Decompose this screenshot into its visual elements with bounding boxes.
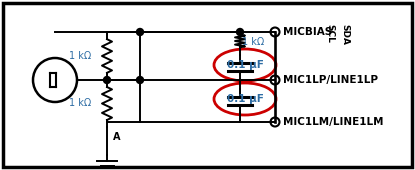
Text: MIC1LM/LINE1LM: MIC1LM/LINE1LM bbox=[283, 117, 383, 127]
Text: MIC1LP/LINE1LP: MIC1LP/LINE1LP bbox=[283, 75, 378, 85]
Text: SDA: SDA bbox=[340, 24, 349, 45]
Circle shape bbox=[237, 29, 244, 36]
Circle shape bbox=[103, 76, 110, 83]
Text: 1 kΩ: 1 kΩ bbox=[242, 37, 264, 47]
Text: A: A bbox=[113, 132, 120, 142]
Circle shape bbox=[137, 29, 144, 36]
Text: 1 kΩ: 1 kΩ bbox=[69, 51, 91, 61]
Text: 0.1 μF: 0.1 μF bbox=[227, 94, 264, 104]
Text: MICBIAS: MICBIAS bbox=[283, 27, 332, 37]
Text: SCL: SCL bbox=[325, 24, 334, 43]
Circle shape bbox=[137, 76, 144, 83]
Text: 0.1 μF: 0.1 μF bbox=[227, 60, 264, 70]
Text: 1 kΩ: 1 kΩ bbox=[69, 98, 91, 108]
